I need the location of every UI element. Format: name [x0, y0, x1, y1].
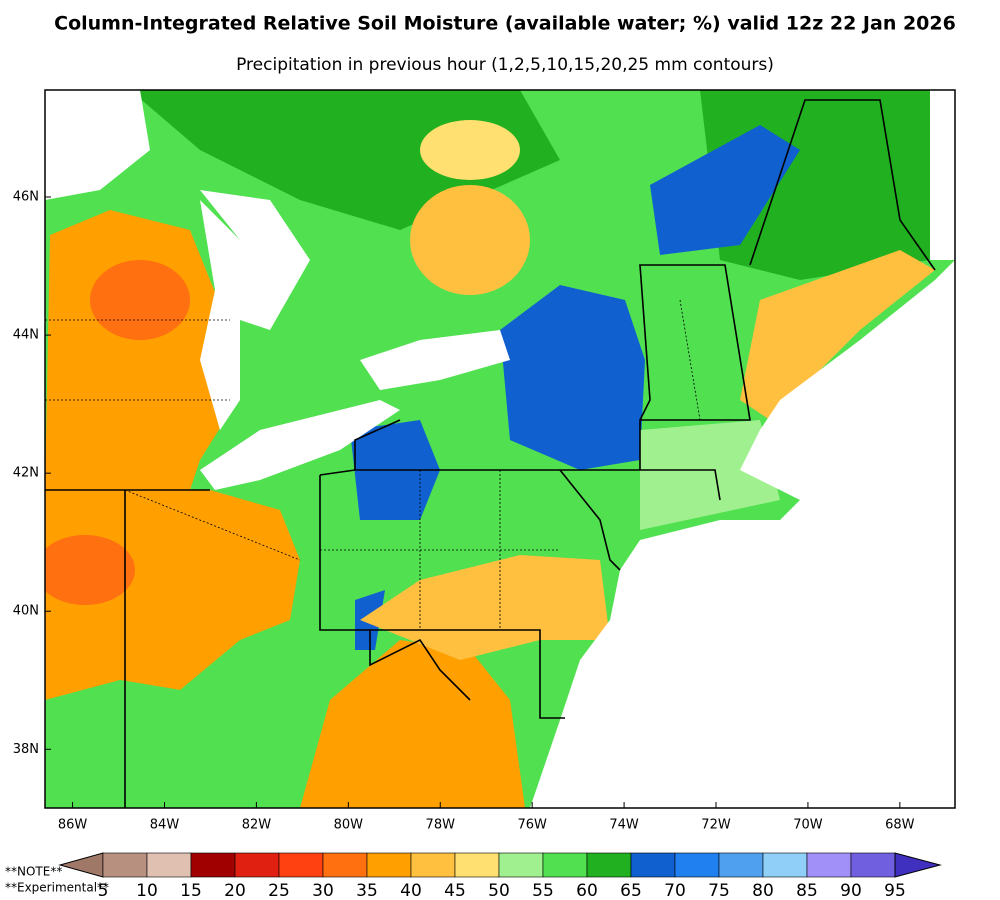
- colorbar-box: [718, 852, 764, 878]
- colorbar-label: 70: [664, 881, 686, 900]
- colorbar-label: 5: [98, 881, 109, 900]
- title: Column-Integrated Relative Soil Moisture…: [54, 13, 956, 35]
- lat-label: 42N: [13, 466, 39, 481]
- lon-label: 78W: [426, 818, 456, 833]
- lat-label: 40N: [13, 604, 39, 619]
- colorbar-box: [630, 852, 676, 878]
- map-frame: [44, 89, 956, 809]
- map-field: [45, 90, 955, 808]
- colorbar-box: [366, 852, 412, 878]
- colorbar-box: [234, 852, 280, 878]
- colorbar-box: [454, 852, 500, 878]
- colorbar-box: [102, 852, 148, 878]
- colorbar-label: 40: [400, 881, 422, 900]
- lon-label: 82W: [242, 818, 272, 833]
- colorbar-label: 50: [488, 881, 510, 900]
- colorbar-label: 10: [136, 881, 158, 900]
- colorbar-box: [498, 852, 544, 878]
- lon-label: 70W: [793, 818, 823, 833]
- lon-label: 76W: [517, 818, 547, 833]
- lon-label: 74W: [609, 818, 639, 833]
- lat-label: 38N: [13, 742, 39, 757]
- colorbar-box: [322, 852, 368, 878]
- colorbar-box: [410, 852, 456, 878]
- subtitle: Precipitation in previous hour (1,2,5,10…: [236, 55, 774, 75]
- colorbar-label: 90: [840, 881, 862, 900]
- lat-label: 46N: [13, 190, 39, 205]
- colorbar-label: 75: [708, 881, 730, 900]
- colorbar-box: [278, 852, 324, 878]
- colorbar-label: 35: [356, 881, 378, 900]
- colorbar-label: 20: [224, 881, 246, 900]
- lon-label: 72W: [701, 818, 731, 833]
- colorbar-label: 45: [444, 881, 466, 900]
- colorbar-box: [146, 852, 192, 878]
- colorbar-label: 25: [268, 881, 290, 900]
- colorbar-label: 80: [752, 881, 774, 900]
- colorbar-under: [58, 852, 104, 878]
- note: **NOTE**: [5, 865, 62, 879]
- colorbar-label: 95: [884, 881, 906, 900]
- lon-label: 80W: [334, 818, 364, 833]
- colorbar-label: 15: [180, 881, 202, 900]
- colorbar-box: [674, 852, 720, 878]
- colorbar-box: [850, 852, 896, 878]
- colorbar-label: 85: [796, 881, 818, 900]
- lat-label: 44N: [13, 328, 39, 343]
- colorbar-over: [894, 852, 942, 878]
- colorbar-box: [586, 852, 632, 878]
- lon-label: 84W: [150, 818, 180, 833]
- colorbar-box: [542, 852, 588, 878]
- lon-label: 68W: [885, 818, 915, 833]
- colorbar-label: 55: [532, 881, 554, 900]
- lon-label: 86W: [58, 818, 88, 833]
- colorbar-label: 30: [312, 881, 334, 900]
- colorbar-box: [806, 852, 852, 878]
- colorbar-label: 60: [576, 881, 598, 900]
- colorbar-box: [762, 852, 808, 878]
- note: **Experimental**: [5, 881, 109, 895]
- colorbar-label: 65: [620, 881, 642, 900]
- colorbar-box: [190, 852, 236, 878]
